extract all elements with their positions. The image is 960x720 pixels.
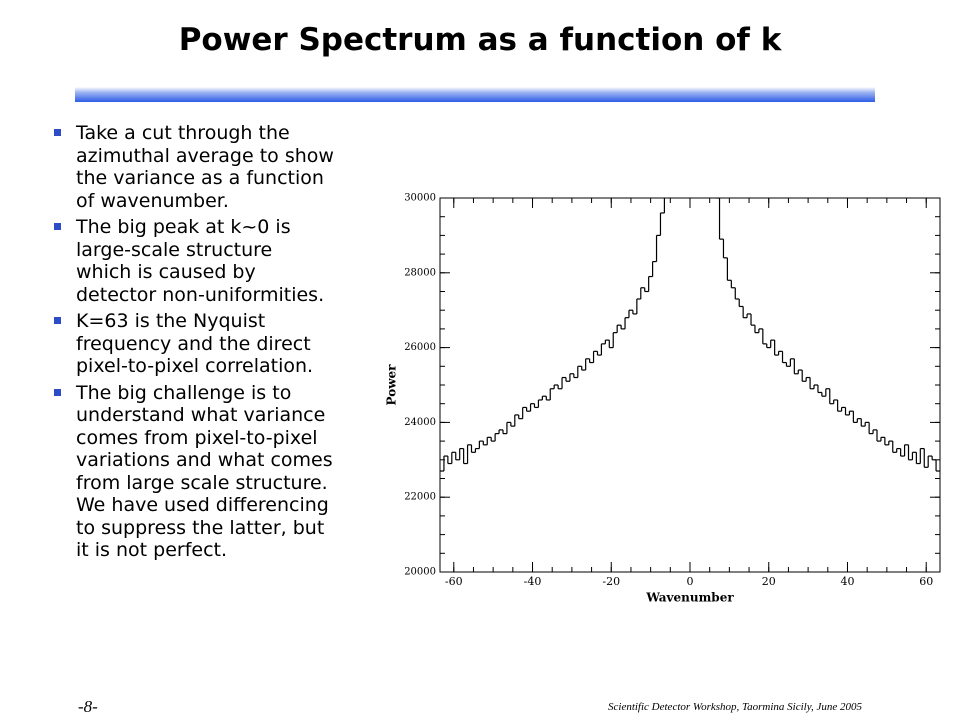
- x-tick-label: -40: [524, 575, 542, 588]
- bullet: The big challenge is to understand what v…: [50, 382, 380, 562]
- y-tick-label: 22000: [404, 492, 436, 503]
- bullet-line: azimuthal average to show: [76, 144, 334, 167]
- title-rule: [75, 87, 875, 102]
- bullet-line: understand what variance: [76, 404, 326, 426]
- bullet: K=63 is the Nyquist frequency and the dir…: [50, 310, 380, 378]
- y-tick-label: 24000: [404, 417, 436, 428]
- bullet-line: of wavenumber.: [76, 189, 229, 212]
- slide-title: Power Spectrum as a function of k: [178, 22, 782, 58]
- y-tick-label: 20000: [404, 567, 436, 578]
- bullet-line: The big challenge is to: [76, 381, 292, 404]
- page-number: -8-: [78, 697, 98, 716]
- x-tick-label: 0: [687, 575, 694, 588]
- x-tick-label: -20: [602, 575, 620, 588]
- plot-frame: [439, 197, 941, 573]
- bullet-list: Take a cut through the azimuthal average …: [50, 122, 380, 566]
- x-tick-label: -60: [445, 575, 463, 588]
- bullet-marker: [54, 223, 61, 230]
- plot-area: [440, 198, 940, 472]
- bullet-line: We have used differencing: [76, 494, 329, 516]
- bullet-marker: [54, 388, 61, 396]
- x-tick-label: 60: [919, 575, 933, 588]
- footer-event: Scientific Detector Workshop, Taormina S…: [608, 701, 862, 713]
- x-axis-label: Wavenumber: [645, 591, 734, 605]
- bullet-line: from large scale structure.: [76, 471, 328, 494]
- bullet-line: detector non-uniformities.: [76, 283, 325, 306]
- bullet: Take a cut through the azimuthal average …: [50, 122, 380, 212]
- bullet-line: which is caused by: [76, 261, 256, 283]
- bullet-marker: [54, 317, 61, 324]
- bullet-line: comes from pixel-to-pixel: [76, 426, 318, 449]
- bullet-line: large-scale structure: [76, 238, 273, 261]
- x-tick-label: 20: [762, 575, 776, 588]
- bullet-line: The big peak at k~0 is: [76, 216, 291, 238]
- bullet-line: frequency and the direct: [76, 332, 311, 355]
- bullet-line: Take a cut through the: [76, 122, 290, 144]
- bullet-line: pixel-to-pixel correlation.: [76, 355, 314, 377]
- y-tick-label: 30000: [404, 193, 436, 204]
- bullet-line: to suppress the latter, but: [76, 516, 325, 539]
- bullet-line: the variance as a function: [76, 167, 324, 189]
- bullet: The big peak at k~0 is large-scale struct…: [50, 216, 380, 306]
- bullet-line: variations and what comes: [76, 449, 333, 471]
- y-axis-label: Power: [385, 364, 399, 406]
- x-tick-label: 40: [840, 575, 854, 588]
- y-tick-label: 28000: [404, 267, 436, 278]
- bullet-line: K=63 is the Nyquist: [76, 310, 266, 332]
- y-tick-label: 26000: [404, 342, 436, 353]
- bullet-marker: [54, 129, 61, 136]
- bullet-line: it is not perfect.: [76, 539, 228, 561]
